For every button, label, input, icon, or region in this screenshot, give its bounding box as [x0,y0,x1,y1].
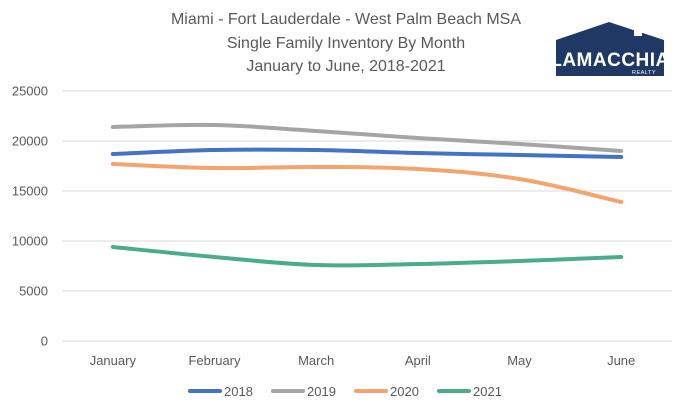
y-tick-label: 0 [41,334,48,349]
logo-roof-icon [556,22,664,44]
y-tick-label: 15000 [12,184,48,199]
y-tick-label: 5000 [19,284,48,299]
logo-name: LAMACCHIA [550,50,670,71]
series-line-2018 [110,147,624,159]
series-line-2020 [110,162,624,204]
gridlines [62,90,672,342]
series-lines [110,122,624,268]
logo-banner [556,44,664,76]
y-tick-label: 10000 [12,234,48,249]
legend-label-2018: 2018 [224,384,253,399]
chart-subtitle: Single Family Inventory By Month [227,35,465,52]
legend-label-2020: 2020 [390,384,419,399]
lamacchia-logo: LAMACCHIA REALTY [550,22,670,76]
x-tick-label: April [405,353,431,368]
series-line-2019 [110,122,624,153]
x-axis-ticks: January February March April May June [90,353,636,368]
chart-date-range: January to June, 2018-2021 [246,58,445,75]
x-tick-label: June [607,353,635,368]
y-tick-label: 20000 [12,134,48,149]
x-tick-label: March [298,353,334,368]
y-axis-ticks: 0 5000 10000 15000 20000 25000 [12,84,48,349]
x-tick-label: May [507,353,532,368]
chart-title: Miami - Fort Lauderdale - West Palm Beac… [171,11,521,28]
y-tick-label: 25000 [12,84,48,99]
x-tick-label: February [188,353,241,368]
x-tick-label: January [90,353,137,368]
series-line-2021 [110,245,624,268]
legend-label-2021: 2021 [473,384,502,399]
legend-label-2019: 2019 [307,384,336,399]
logo-sub: REALTY [632,70,656,76]
legend: 2018 2019 2020 2021 [188,384,502,399]
logo-window-icon [634,29,642,36]
